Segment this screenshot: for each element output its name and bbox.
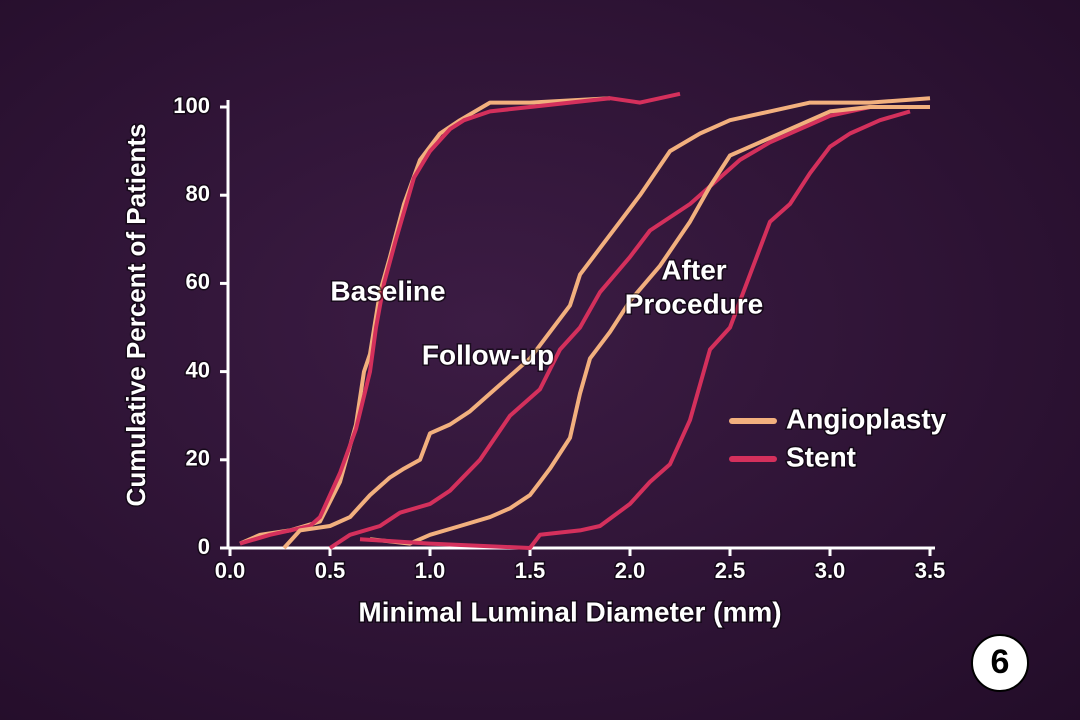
x-tick-label: 1.5 (515, 558, 546, 583)
curve (369, 105, 930, 546)
curve-label: After (661, 254, 726, 285)
legend-label: Angioplasty (786, 403, 947, 434)
y-tick-label: 40 (186, 357, 210, 382)
legend-label: Stent (786, 441, 856, 472)
y-axis-label: Cumulative Percent of Patients (121, 124, 151, 507)
badge (971, 634, 1029, 692)
x-tick-label: 3.5 (915, 558, 946, 583)
curve (328, 105, 930, 550)
curve (359, 109, 911, 550)
y-tick-label: 80 (186, 181, 210, 206)
x-tick-label: 0.0 (215, 558, 246, 583)
badge-number: 6 (991, 643, 1010, 681)
curve-label: Procedure (625, 288, 764, 319)
y-tick-label: 0 (198, 534, 210, 559)
x-tick-label: 2.0 (615, 558, 646, 583)
y-tick-label: 100 (173, 93, 210, 118)
x-tick-label: 3.0 (815, 558, 846, 583)
x-axis-label: Minimal Luminal Diameter (mm) (358, 596, 781, 627)
x-tick-label: 0.5 (315, 558, 346, 583)
y-tick-label: 60 (186, 269, 210, 294)
curve (239, 91, 681, 546)
y-tick-label: 20 (186, 446, 210, 471)
curve-label: Baseline (330, 275, 445, 306)
x-tick-label: 2.5 (715, 558, 746, 583)
curve (282, 96, 931, 550)
curve-label: Follow-up (422, 339, 554, 370)
x-tick-label: 1.0 (415, 558, 446, 583)
